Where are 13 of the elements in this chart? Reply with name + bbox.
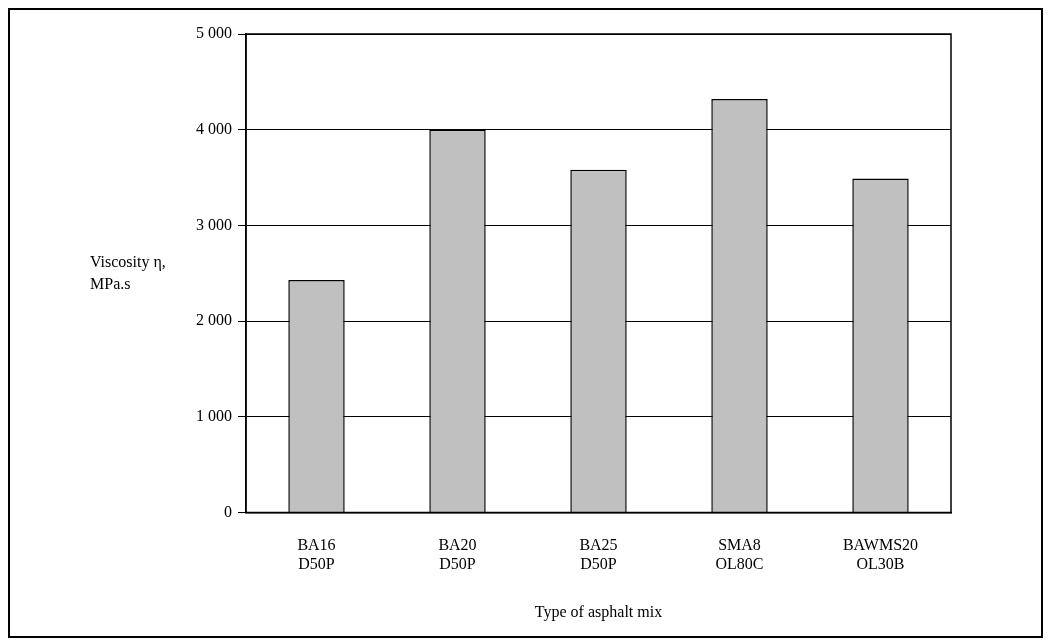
y-tick-label: 3 000: [196, 215, 232, 233]
y-tick-label: 1 000: [196, 406, 232, 424]
x-tick-label: BA20 D50P: [438, 536, 477, 573]
y-tick-label: 4 000: [196, 119, 232, 137]
x-tick-label: SMA8 OL80C: [715, 536, 764, 573]
y-axis-title: Viscosity η, MPa.s: [90, 253, 166, 293]
y-tick-label: 5 000: [196, 24, 232, 42]
y-tick-label: 0: [224, 502, 232, 520]
x-tick-label: BA25 D50P: [579, 536, 618, 573]
y-tick-label: 2 000: [196, 311, 232, 329]
x-tick-label: BAWMS20 OL30B: [842, 536, 919, 573]
x-tick-label: BA16 D50P: [297, 536, 336, 573]
x-axis-title: Type of asphalt mix: [534, 602, 663, 621]
